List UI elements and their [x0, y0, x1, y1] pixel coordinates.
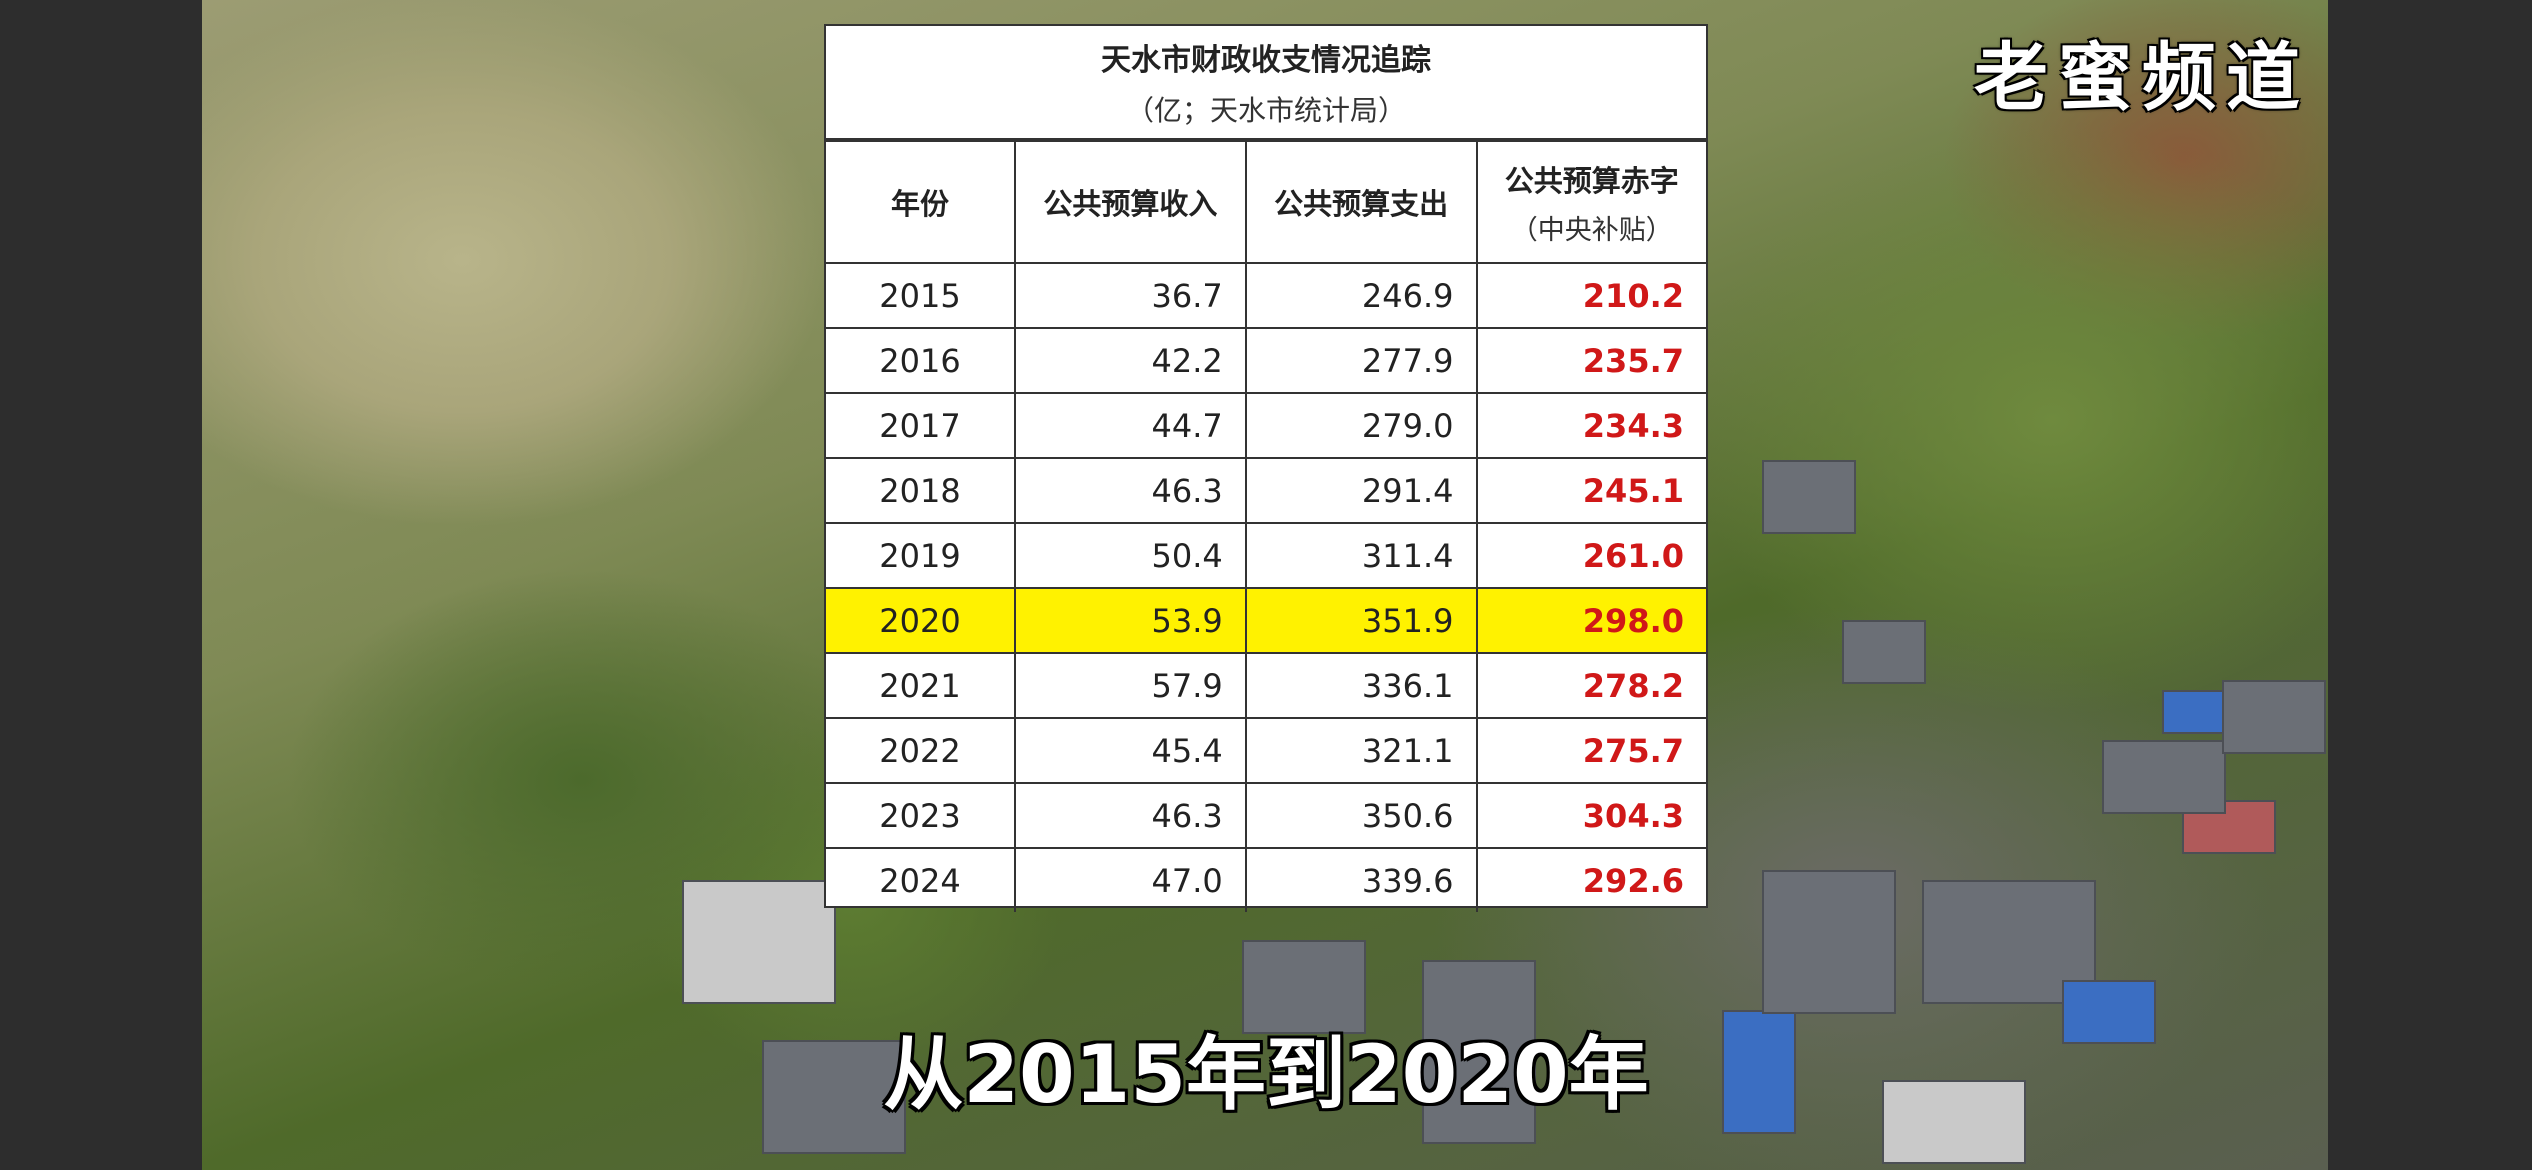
table-header-row: 年份 公共预算收入 公共预算支出 公共预算赤字 （中央补贴） — [825, 140, 1707, 264]
table-row: 2022 45.4 321.1 275.7 — [825, 717, 1707, 784]
fiscal-table-panel: 天水市财政收支情况追踪 （亿；天水市统计局） 年份 公共预算收入 公共预算支出 … — [824, 24, 1708, 913]
cell-deficit: 298.0 — [1475, 587, 1707, 654]
cell-deficit: 235.7 — [1475, 327, 1707, 394]
cell-revenue: 53.9 — [1014, 587, 1247, 654]
table-row: 2015 36.7 246.9 210.2 — [825, 263, 1707, 329]
header-deficit: 公共预算赤字 （中央补贴） — [1475, 140, 1707, 264]
cell-year: 2024 — [825, 847, 1016, 913]
table-body: 2015 36.7 246.9 210.2 2016 42.2 277.9 235.7 2017… — [825, 263, 1707, 913]
header-deficit-label: 公共预算赤字 — [1504, 163, 1679, 198]
table-title: 天水市财政收支情况追踪 — [1101, 43, 1431, 78]
cell-revenue: 45.4 — [1014, 717, 1247, 784]
cell-year: 2022 — [825, 717, 1016, 784]
table-row: 2017 44.7 279.0 234.3 — [825, 392, 1707, 459]
cell-deficit: 234.3 — [1475, 392, 1707, 459]
cell-expenditure: 291.4 — [1244, 457, 1478, 524]
cell-revenue: 46.3 — [1014, 457, 1247, 524]
table-row: 2021 57.9 336.1 278.2 — [825, 652, 1707, 719]
cell-expenditure: 350.6 — [1244, 782, 1478, 849]
table-subtitle: （亿；天水市统计局） — [1125, 94, 1406, 127]
aerial-village-background — [202, 0, 2328, 1170]
cell-deficit: 304.3 — [1475, 782, 1707, 849]
cell-revenue: 42.2 — [1014, 327, 1247, 394]
cell-deficit: 278.2 — [1475, 652, 1707, 719]
cell-expenditure: 311.4 — [1244, 522, 1478, 589]
table-row: 2024 47.0 339.6 292.6 — [825, 847, 1707, 913]
cell-year: 2017 — [825, 392, 1016, 459]
cell-revenue: 46.3 — [1014, 782, 1247, 849]
cell-expenditure: 339.6 — [1244, 847, 1478, 913]
cell-year: 2019 — [825, 522, 1016, 589]
cell-revenue: 47.0 — [1014, 847, 1247, 913]
fiscal-table: 年份 公共预算收入 公共预算支出 公共预算赤字 （中央补贴） 2015 36.7 2… — [825, 140, 1707, 913]
cell-expenditure: 246.9 — [1244, 263, 1478, 329]
cell-expenditure: 277.9 — [1244, 327, 1478, 394]
table-row: 2020 53.9 351.9 298.0 — [825, 587, 1707, 654]
cell-deficit: 261.0 — [1475, 522, 1707, 589]
cell-expenditure: 336.1 — [1244, 652, 1478, 719]
cell-year: 2021 — [825, 652, 1016, 719]
cell-revenue: 57.9 — [1014, 652, 1247, 719]
cell-year: 2023 — [825, 782, 1016, 849]
cell-revenue: 50.4 — [1014, 522, 1247, 589]
cell-revenue: 44.7 — [1014, 392, 1247, 459]
table-row: 2019 50.4 311.4 261.0 — [825, 522, 1707, 589]
cell-expenditure: 351.9 — [1244, 587, 1478, 654]
video-subtitle: 从2015年到2020年 — [883, 1028, 1649, 1121]
cell-year: 2020 — [825, 587, 1016, 654]
cell-deficit: 292.6 — [1475, 847, 1707, 913]
table-title-block: 天水市财政收支情况追踪 （亿；天水市统计局） — [826, 26, 1706, 140]
cell-deficit: 210.2 — [1475, 263, 1707, 329]
cell-deficit: 245.1 — [1475, 457, 1707, 524]
header-deficit-note: （中央补贴） — [1510, 214, 1673, 246]
cell-revenue: 36.7 — [1014, 263, 1247, 329]
cell-year: 2015 — [825, 263, 1016, 329]
table-row: 2023 46.3 350.6 304.3 — [825, 782, 1707, 849]
header-year: 年份 — [825, 140, 1016, 264]
cell-expenditure: 279.0 — [1244, 392, 1478, 459]
table-row: 2018 46.3 291.4 245.1 — [825, 457, 1707, 524]
cell-year: 2016 — [825, 327, 1016, 394]
cell-expenditure: 321.1 — [1244, 717, 1478, 784]
table-row: 2016 42.2 277.9 235.7 — [825, 327, 1707, 394]
channel-watermark: 老蜜频道 — [1974, 35, 2310, 121]
cell-deficit: 275.7 — [1475, 717, 1707, 784]
cell-year: 2018 — [825, 457, 1016, 524]
header-expenditure: 公共预算支出 — [1244, 140, 1478, 264]
header-revenue: 公共预算收入 — [1014, 140, 1247, 264]
